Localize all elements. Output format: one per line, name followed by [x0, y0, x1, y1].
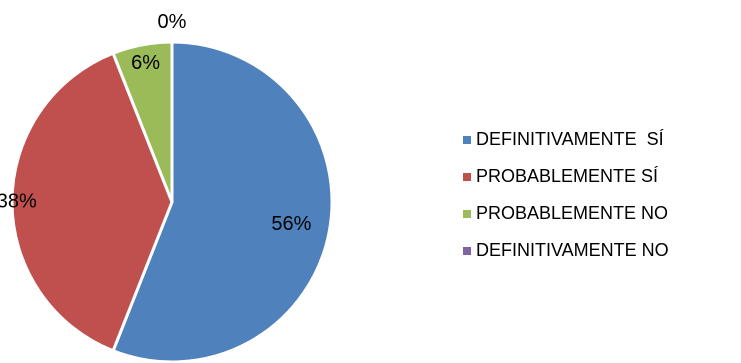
legend-swatch	[463, 173, 471, 181]
legend-label: DEFINITIVAMENTE SÍ	[476, 129, 664, 149]
legend-swatch	[463, 136, 471, 144]
pie-slice-definitivamente-si	[111, 40, 334, 363]
pie-slice-probablemente-no	[111, 40, 174, 204]
data-label-probablemente-si: 38%	[0, 190, 37, 212]
legend-item-probablemente-si: PROBABLEMENTE SÍ	[463, 166, 658, 186]
data-label-probablemente-no: 6%	[131, 52, 160, 74]
data-label-definitivamente-no: 0%	[158, 11, 187, 33]
legend-swatch	[463, 247, 471, 255]
legend-item-definitivamente-si: DEFINITIVAMENTE SÍ	[463, 129, 664, 149]
data-labels: 56% 38% 6% 0%	[0, 11, 312, 235]
pie-slice-probablemente-si	[10, 51, 174, 353]
legend-label: PROBABLEMENTE SÍ	[476, 166, 658, 186]
data-label-definitivamente-si: 56%	[271, 213, 311, 235]
legend-item-probablemente-no: PROBABLEMENTE NO	[463, 203, 668, 223]
legend-item-definitivamente-no: DEFINITIVAMENTE NO	[463, 240, 669, 260]
legend-label: PROBABLEMENTE NO	[476, 203, 668, 223]
pie-slices	[10, 40, 334, 363]
legend: DEFINITIVAMENTE SÍ PROBABLEMENTE SÍ PROBAB…	[463, 129, 669, 260]
legend-label: DEFINITIVAMENTE NO	[476, 240, 669, 260]
legend-swatch	[463, 210, 471, 218]
